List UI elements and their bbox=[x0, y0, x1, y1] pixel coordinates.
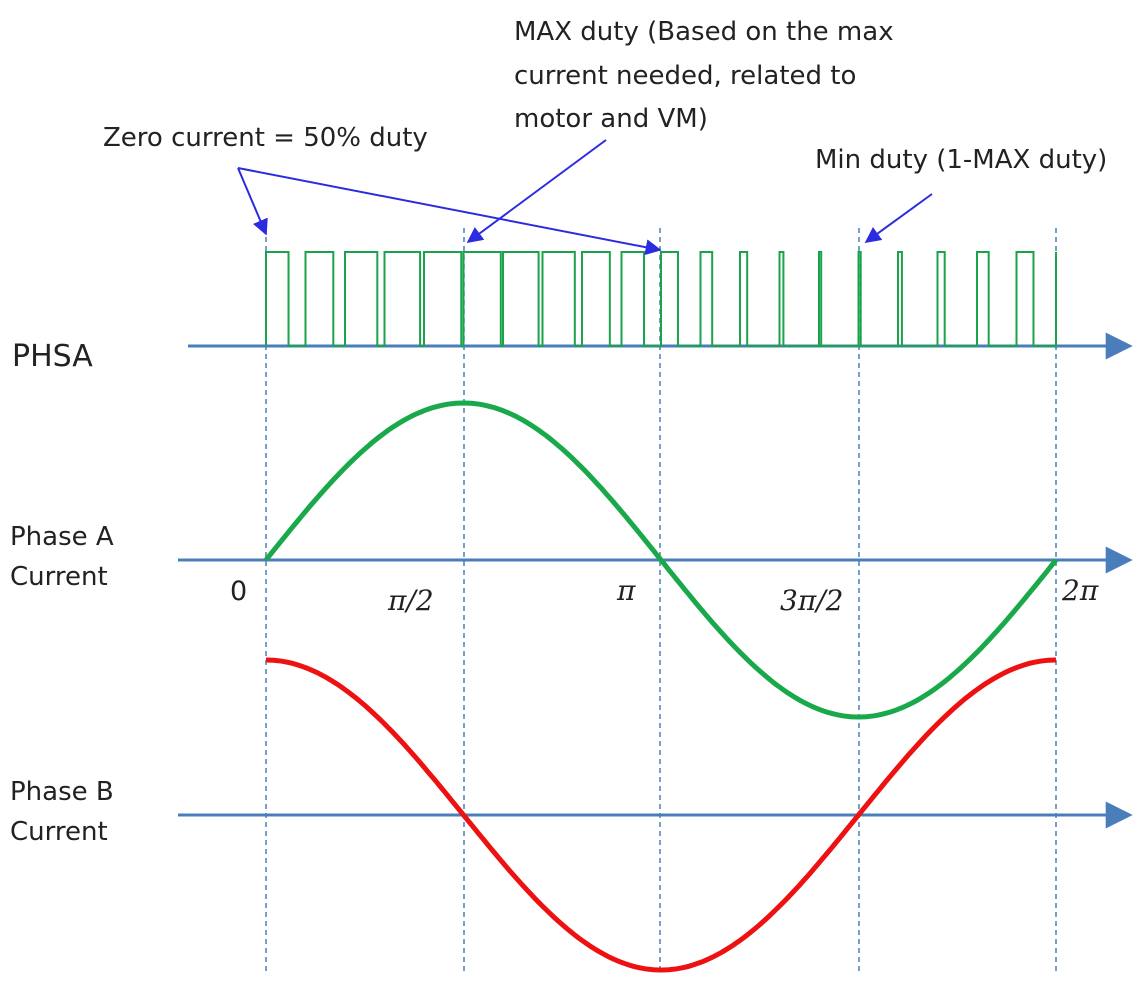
tick-label-pi: π bbox=[616, 574, 636, 607]
phase-a-label-line1: Phase A bbox=[10, 522, 114, 552]
max-duty-arrow bbox=[466, 139, 607, 243]
phase-b-label-line1: Phase B bbox=[10, 777, 114, 807]
phase-a-label-line2: Current bbox=[10, 562, 108, 592]
annotation-max-duty-line3: motor and VM) bbox=[514, 104, 708, 134]
phsa-pwm-signal bbox=[265, 251, 1057, 347]
tick-label-pi-over-2: π/2 bbox=[387, 584, 434, 617]
annotation-min-duty: Min duty (1-MAX duty) bbox=[815, 145, 1107, 175]
annotation-max-duty-line2: current needed, related to bbox=[514, 61, 856, 91]
tick-label-2pi: 2π bbox=[1061, 574, 1099, 607]
phsa-label: PHSA bbox=[12, 339, 93, 374]
min-duty-arrow bbox=[864, 193, 933, 243]
zero-current-arrow-to-pi bbox=[237, 167, 662, 256]
guide-lines bbox=[265, 228, 1057, 975]
zero-current-arrow-to-0 bbox=[237, 167, 268, 236]
annotation-max-duty-line1: MAX duty (Based on the max bbox=[514, 17, 894, 47]
phase-a-current-waveform bbox=[264, 400, 1058, 720]
tick-label-3pi-over-2: 3π/2 bbox=[780, 584, 843, 617]
tick-label-0: 0 bbox=[230, 576, 247, 607]
phase-b-label-line2: Current bbox=[10, 817, 108, 847]
annotation-zero-current: Zero current = 50% duty bbox=[103, 123, 428, 153]
annotation-arrows bbox=[237, 139, 933, 256]
phase-b-current-waveform bbox=[265, 657, 1057, 973]
